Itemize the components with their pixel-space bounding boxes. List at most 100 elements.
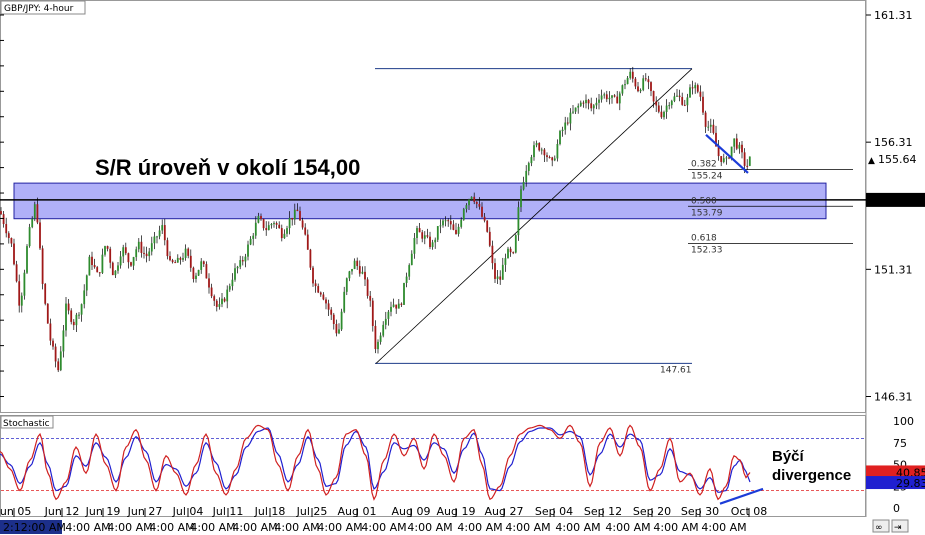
candle-body: [145, 253, 148, 257]
candle-body: [371, 300, 374, 326]
fib-trendline: [375, 68, 693, 364]
candle-body: [278, 224, 281, 229]
candle-body: [327, 303, 330, 310]
candle-body: [748, 156, 751, 166]
candle-body: [114, 270, 117, 276]
candle-body: [93, 265, 96, 268]
candle-body: [405, 276, 408, 283]
time-label-5: 4:00 AM: [274, 521, 319, 534]
candle-body: [291, 217, 294, 220]
candle-body: [444, 220, 447, 222]
candle-body: [150, 243, 153, 252]
fib-price-label-0: 155.24: [691, 171, 723, 181]
candle-body: [88, 256, 91, 276]
candle-body: [18, 281, 21, 306]
candle-body: [605, 94, 608, 100]
candle-body: [436, 226, 439, 240]
date-label-12: Sep 04: [535, 505, 573, 518]
sr-zone-annotation: S/R úroveň v okolí 154,00: [95, 155, 360, 180]
candle-body: [533, 145, 535, 158]
sr-price-label: 154.04: [874, 194, 913, 207]
candle-body: [130, 262, 132, 266]
candle-body: [325, 299, 327, 304]
date-label-0: Jun 05: [0, 505, 31, 518]
date-label-13: Sep 12: [584, 505, 622, 518]
date-label-1: Jun 12: [44, 505, 80, 518]
candle-body: [67, 303, 70, 311]
stoch-tick-label-0: 100: [893, 415, 914, 428]
candle-body: [109, 248, 112, 263]
candle-body: [226, 289, 229, 302]
candle-body: [429, 236, 431, 248]
svg-text:⇥: ⇥: [894, 523, 902, 533]
candle-body: [70, 310, 73, 322]
candle-body: [382, 324, 385, 336]
candle-body: [637, 86, 639, 92]
candle-body: [543, 149, 546, 156]
scroll-end-icon[interactable]: ⇥: [891, 519, 909, 533]
candle-body: [522, 182, 525, 190]
candle-body: [434, 239, 437, 243]
stochastic-panel-frame: [0, 415, 866, 517]
time-label-11: 4:00 AM: [555, 521, 600, 534]
candle-body: [447, 220, 450, 222]
candle-body: [426, 235, 429, 237]
candle-body: [293, 209, 296, 220]
candle-body: [7, 233, 10, 238]
candle-body: [330, 309, 333, 315]
candle-body: [174, 262, 177, 264]
candle-body: [249, 238, 252, 245]
candle-body: [689, 87, 691, 98]
candle-body: [161, 225, 164, 231]
candle-body: [44, 283, 47, 304]
candle-body: [267, 225, 270, 231]
fibonacci-layer: 147.61 0.382 155.24 0.500 153.79 0.618 152.33: [375, 68, 853, 375]
candle-body: [616, 96, 619, 104]
candle-body: [416, 228, 418, 238]
candle-body: [421, 232, 424, 239]
candles-layer: [0, 66, 751, 373]
candle-body: [241, 260, 244, 262]
candle-body: [564, 122, 567, 130]
candle-body: [192, 267, 195, 279]
candle-body: [36, 204, 39, 223]
candle-body: [582, 102, 585, 104]
candle-body: [166, 240, 169, 257]
candle-body: [96, 267, 99, 273]
candle-body: [561, 129, 564, 132]
candle-body: [2, 214, 5, 225]
candle-body: [280, 228, 283, 239]
stoch-d-tag: [866, 476, 925, 490]
candle-body: [195, 275, 197, 279]
candle-body: [520, 189, 522, 208]
current-time-label: 2:12:00 AM: [3, 521, 66, 534]
candle-body: [598, 99, 600, 103]
candle-body: [660, 111, 663, 118]
candle-body: [546, 155, 548, 158]
candle-body: [392, 304, 395, 307]
date-label-8: Aug 01: [338, 505, 377, 518]
candle-body: [57, 361, 60, 371]
candle-body: [23, 272, 26, 296]
candle-body: [286, 228, 288, 234]
candle-body: [239, 260, 242, 267]
time-label-8: 4:00 AM: [407, 521, 452, 534]
candle-body: [390, 306, 392, 312]
candle-body: [369, 295, 372, 301]
candle-body: [488, 231, 491, 246]
candle-body: [75, 314, 78, 326]
sr-zone: [13, 182, 827, 220]
fib-price-label-1: 153.79: [691, 208, 723, 218]
candle-body: [182, 257, 184, 260]
candle-body: [613, 95, 616, 97]
candle-body: [117, 265, 119, 271]
candle-body: [548, 157, 551, 159]
fib-low-label: 147.61: [660, 365, 692, 375]
divergence-line: [719, 487, 764, 505]
candle-body: [491, 245, 494, 264]
link-icon[interactable]: ∞: [872, 519, 890, 533]
sr-zone-layer: [0, 182, 866, 220]
candle-body: [301, 220, 304, 228]
candle-body: [335, 323, 338, 334]
candle-body: [712, 124, 715, 133]
